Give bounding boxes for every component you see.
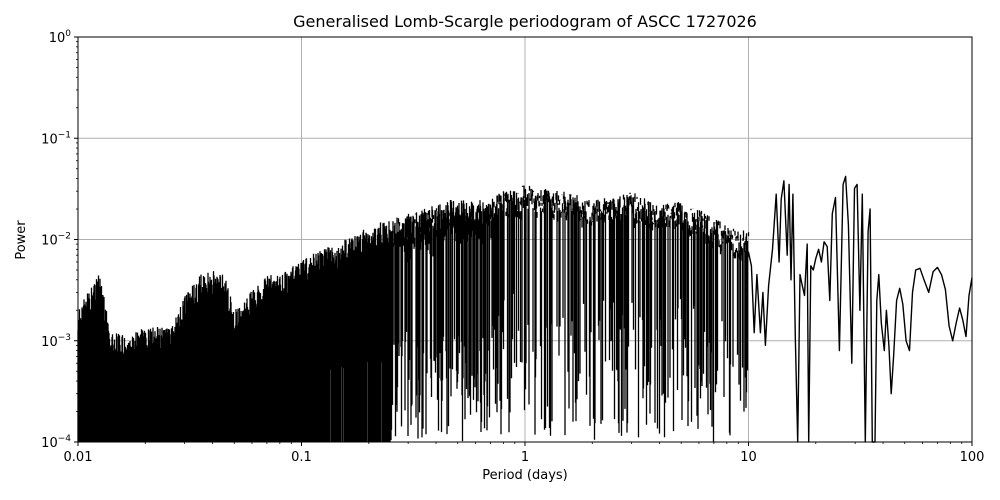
y-axis-label: Power: [14, 220, 29, 260]
x-tick-label: 10: [740, 450, 757, 465]
x-tick-label: 100: [960, 450, 985, 465]
x-tick-label: 0.01: [64, 450, 93, 465]
y-tick-label: 10−4: [41, 434, 71, 451]
x-axis-ticks: 0.01 0.1 1 10 100: [64, 442, 985, 465]
y-tick-label: 10−1: [41, 130, 71, 147]
y-axis-ticks: 100 10−1 10−2 10−3 10−4: [41, 29, 78, 451]
y-tick-label: 10−2: [41, 232, 71, 249]
chart-title: Generalised Lomb-Scargle periodogram of …: [293, 12, 757, 31]
y-tick-label: 100: [49, 29, 72, 46]
power-series-line: [77, 175, 973, 443]
x-tick-label: 1: [521, 450, 529, 465]
y-tick-label: 10−3: [41, 333, 71, 350]
x-axis-label: Period (days): [482, 468, 568, 483]
x-tick-label: 0.1: [291, 450, 312, 465]
